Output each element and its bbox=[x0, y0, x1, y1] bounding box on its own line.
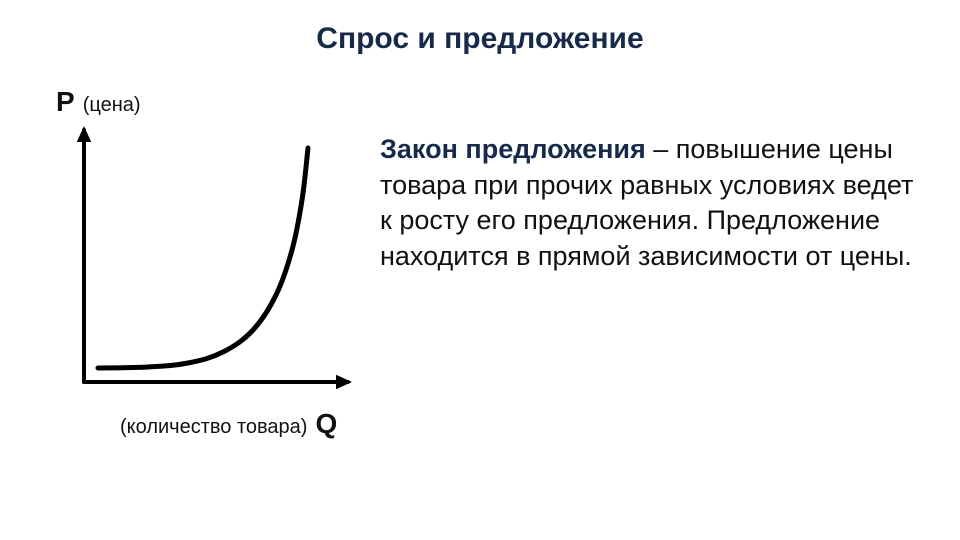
y-axis-letter: P bbox=[56, 86, 75, 118]
y-axis-label-group: P (цена) bbox=[56, 86, 141, 118]
x-axis-label-group: (количество товара) Q bbox=[120, 408, 337, 440]
x-axis-letter: Q bbox=[315, 408, 337, 440]
definition-term: Закон предложения bbox=[380, 134, 646, 164]
y-axis-sublabel: (цена) bbox=[83, 94, 141, 117]
page-title: Спрос и предложение bbox=[0, 22, 960, 56]
x-axis-sublabel: (количество товара) bbox=[120, 416, 307, 439]
supply-curve-chart bbox=[58, 120, 358, 400]
definition-text: Закон предложения – повышение цены товар… bbox=[380, 132, 922, 275]
definition-separator: – bbox=[646, 134, 676, 164]
